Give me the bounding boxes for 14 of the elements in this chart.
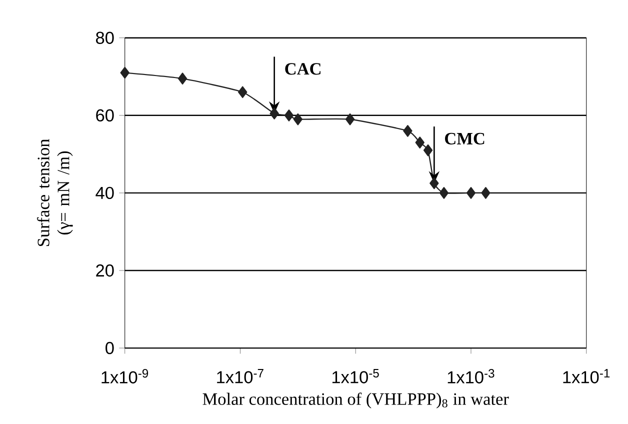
x-axis-title: Molar concentration of (VHLPPP)$_{8}$ in water	[202, 392, 509, 409]
y-axis-title: Surface tension (γ= mN /m)	[37, 139, 73, 246]
x-tick-label: 1x10$^{-5}$	[332, 369, 379, 384]
y-tick-label: 0	[106, 342, 114, 354]
y-tick-label: 40	[96, 186, 114, 200]
x-tick-label: 1x10$^{-9}$	[102, 369, 148, 384]
y-tick-label: 20	[96, 264, 114, 277]
x-tick-label: 1x10$^{-3}$	[448, 369, 494, 384]
y-tick-label: 60	[96, 109, 114, 122]
annotation: CMC	[445, 133, 484, 145]
annotation: CAC	[285, 63, 320, 75]
y-tick-label: 80	[96, 32, 114, 44]
x-tick-label: 1x10$^{-1}$	[563, 369, 610, 384]
x-tick-label: 1x10$^{-7}$	[217, 369, 264, 384]
